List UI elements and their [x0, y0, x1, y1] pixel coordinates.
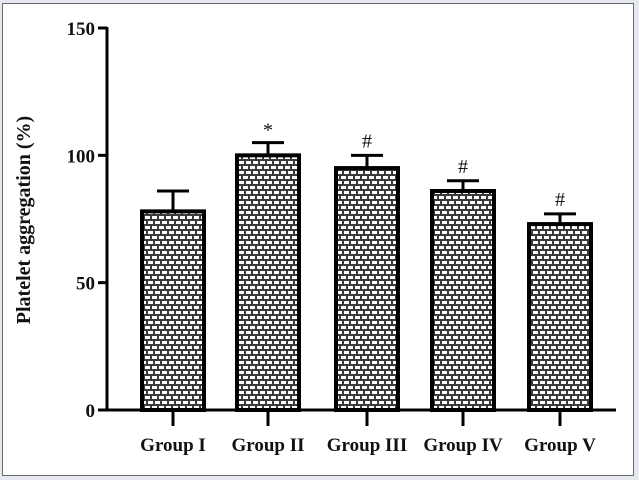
significance-marker: #: [555, 189, 565, 211]
y-tick-label: 100: [67, 146, 96, 167]
bar: [140, 209, 206, 412]
bar-group: *: [235, 120, 301, 412]
category-labels: Group I Group II Group III Group IV Group V: [140, 435, 596, 456]
significance-marker: *: [263, 120, 273, 142]
x-category-label: Group III: [327, 435, 407, 456]
x-category-label: Group V: [524, 435, 596, 456]
bar: [235, 153, 301, 412]
bar-group: #: [334, 130, 400, 412]
bar: [334, 166, 400, 412]
significance-marker: #: [362, 130, 372, 152]
x-category-label: Group II: [231, 435, 304, 456]
y-axis-title: Platelet aggregation (%): [13, 116, 35, 324]
y-tick-label: 50: [76, 274, 95, 295]
bars: * # # #: [140, 120, 593, 412]
bar-group: #: [430, 156, 496, 412]
x-category-label: Group IV: [423, 435, 503, 456]
bar: [430, 188, 496, 412]
y-tick-label: 0: [86, 401, 96, 422]
significance-marker: #: [458, 156, 468, 178]
x-category-label: Group I: [140, 435, 206, 456]
svg-text:Platelet aggregation (%): Platelet aggregation (%): [13, 116, 35, 324]
bar: [527, 222, 593, 412]
bar-group: #: [527, 189, 593, 412]
bar-group: [140, 189, 206, 412]
y-tick-label: 150: [67, 19, 96, 40]
